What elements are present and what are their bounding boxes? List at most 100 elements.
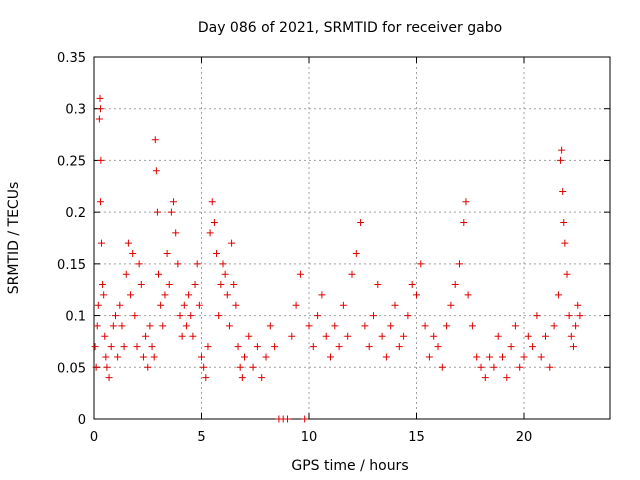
y-tick-label: 0 — [78, 413, 86, 428]
data-point — [172, 229, 180, 237]
data-point — [438, 363, 446, 371]
data-point — [559, 187, 567, 195]
data-point — [462, 198, 470, 206]
data-point — [131, 312, 139, 320]
data-point — [150, 353, 158, 361]
data-point — [118, 322, 126, 330]
data-point — [159, 322, 167, 330]
data-point — [314, 312, 322, 320]
data-point — [352, 250, 360, 258]
plot-frame — [93, 56, 611, 420]
data-point — [537, 353, 545, 361]
data-point — [296, 270, 304, 278]
data-point — [550, 322, 558, 330]
data-point — [464, 291, 472, 299]
x-tick-label: 20 — [516, 430, 533, 445]
data-point — [481, 374, 489, 382]
data-point — [413, 291, 420, 299]
data-point — [542, 332, 549, 340]
data-point — [151, 136, 159, 144]
data-point — [503, 374, 511, 382]
data-point — [561, 239, 569, 247]
data-point — [223, 291, 231, 299]
data-point — [245, 332, 253, 340]
data-point — [309, 343, 317, 351]
data-point — [305, 322, 313, 330]
data-point — [558, 146, 566, 154]
data-point — [219, 260, 227, 268]
data-point — [335, 343, 343, 351]
data-point — [563, 270, 571, 278]
data-point — [114, 353, 122, 361]
data-point — [103, 363, 111, 371]
data-point — [365, 343, 373, 351]
y-tick-label: 0.3 — [65, 103, 86, 118]
data-point — [576, 312, 584, 320]
data-point — [357, 218, 365, 226]
data-point — [284, 415, 291, 423]
data-point — [200, 363, 208, 371]
data-point — [408, 281, 416, 289]
data-point — [129, 250, 137, 258]
chart-title: Day 086 of 2021, SRMTID for receiver gab… — [198, 20, 502, 36]
y-tick-label: 0.35 — [57, 51, 86, 66]
data-point — [97, 156, 105, 164]
data-point — [557, 156, 565, 164]
data-point — [262, 353, 270, 361]
data-point — [152, 167, 160, 175]
data-point — [135, 260, 143, 268]
data-point — [391, 301, 399, 309]
data-point — [443, 322, 451, 330]
data-point — [210, 218, 218, 226]
data-point — [417, 260, 425, 268]
data-point — [153, 208, 161, 216]
data-point — [91, 343, 99, 351]
data-point — [322, 332, 330, 340]
data-point — [490, 363, 498, 371]
data-point — [421, 322, 429, 330]
data-point — [139, 353, 147, 361]
data-point — [124, 239, 132, 247]
data-point — [382, 353, 390, 361]
data-point — [176, 312, 184, 320]
data-point — [344, 332, 352, 340]
data-point — [477, 363, 485, 371]
y-tick-label: 0.15 — [57, 258, 86, 273]
data-point — [447, 301, 455, 309]
data-point — [460, 218, 468, 226]
data-point — [163, 250, 171, 258]
data-point — [215, 312, 223, 320]
data-point — [198, 353, 205, 361]
data-point — [98, 239, 106, 247]
data-point — [348, 270, 356, 278]
data-point — [167, 208, 175, 216]
data-point — [157, 301, 165, 309]
data-point — [99, 281, 107, 289]
data-point — [339, 301, 347, 309]
data-point — [189, 332, 197, 340]
data-point — [93, 322, 101, 330]
data-point — [554, 291, 562, 299]
data-point — [400, 332, 408, 340]
data-point — [155, 270, 162, 278]
data-point — [100, 291, 108, 299]
data-point — [361, 322, 369, 330]
data-point — [187, 312, 195, 320]
y-axis: 0 0.05 0.1 0.15 0.2 0.25 0.3 0.35 — [57, 51, 610, 428]
data-point — [569, 343, 577, 351]
data-point — [221, 270, 229, 278]
data-point — [288, 332, 296, 340]
data-point — [511, 322, 519, 330]
data-point — [370, 312, 377, 320]
data-point — [204, 343, 212, 351]
data-point — [567, 332, 575, 340]
data-point — [529, 343, 537, 351]
data-point — [374, 281, 382, 289]
data-point — [507, 343, 515, 351]
y-axis-title: SRMTID / TECUs — [6, 182, 22, 295]
data-point — [174, 260, 182, 268]
data-point — [92, 363, 100, 371]
data-point — [133, 343, 141, 351]
data-point — [546, 363, 554, 371]
